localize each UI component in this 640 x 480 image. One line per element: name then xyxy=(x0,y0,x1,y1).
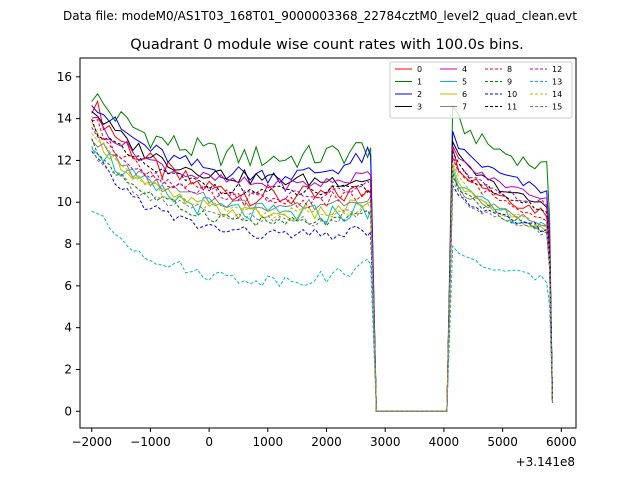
series-line-13 xyxy=(91,210,553,412)
legend-label-3: 3 xyxy=(417,103,422,112)
y-tick-label: 10 xyxy=(57,195,72,209)
series-line-1 xyxy=(91,92,553,412)
legend-label-14: 14 xyxy=(552,90,562,99)
series-line-14 xyxy=(91,132,553,412)
series-line-6 xyxy=(91,121,553,412)
y-tick-label: 8 xyxy=(64,237,72,251)
legend-label-7: 7 xyxy=(462,103,467,112)
y-axis: 0 2 4 6 8 10 12 14 16 xyxy=(57,70,80,418)
legend-label-0: 0 xyxy=(417,65,422,74)
x-offset-label: +3.141e8 xyxy=(516,455,575,469)
series-line-2 xyxy=(91,105,553,412)
y-tick-label: 16 xyxy=(57,70,72,84)
series-line-9 xyxy=(91,138,553,412)
x-tick-label: 0 xyxy=(205,435,213,449)
legend-label-2: 2 xyxy=(417,90,422,99)
y-tick-label: 0 xyxy=(64,404,72,418)
plot-area xyxy=(91,92,553,412)
legend-label-5: 5 xyxy=(462,78,467,87)
y-tick-label: 2 xyxy=(64,362,72,376)
x-tick-label: −1000 xyxy=(130,435,171,449)
series-line-5 xyxy=(91,148,553,412)
legend-label-10: 10 xyxy=(507,90,517,99)
y-tick-label: 6 xyxy=(64,279,72,293)
y-tick-label: 14 xyxy=(57,112,72,126)
chart-suptitle: Data file: modeM0/AS1T03_168T01_90000033… xyxy=(63,9,577,23)
y-tick-label: 12 xyxy=(57,153,72,167)
series-line-10 xyxy=(91,150,553,412)
x-axis: −2000 −1000 0 1000 2000 3000 4000 5000 6000 xyxy=(71,428,577,449)
series-line-3 xyxy=(91,111,553,412)
legend-label-13: 13 xyxy=(552,78,562,87)
legend-label-8: 8 xyxy=(507,65,512,74)
legend-label-1: 1 xyxy=(417,78,422,87)
x-tick-label: 3000 xyxy=(370,435,401,449)
series-line-15 xyxy=(91,146,553,412)
series-line-7 xyxy=(91,139,553,412)
chart-title: Quadrant 0 module wise count rates with … xyxy=(130,37,524,53)
legend-label-15: 15 xyxy=(552,103,562,112)
x-tick-label: −2000 xyxy=(71,435,112,449)
x-tick-label: 2000 xyxy=(311,435,342,449)
series-line-11 xyxy=(91,119,553,412)
series-line-12 xyxy=(91,127,553,412)
x-tick-label: 1000 xyxy=(253,435,284,449)
y-tick-label: 4 xyxy=(64,321,72,335)
series-line-8 xyxy=(91,119,553,412)
legend-box xyxy=(389,61,573,119)
x-tick-label: 5000 xyxy=(487,435,518,449)
series-line-0 xyxy=(91,99,553,412)
x-tick-label: 6000 xyxy=(546,435,577,449)
legend-label-6: 6 xyxy=(462,90,467,99)
x-tick-label: 4000 xyxy=(429,435,460,449)
legend-label-12: 12 xyxy=(552,65,562,74)
plot-frame xyxy=(79,57,577,429)
series-line-4 xyxy=(91,116,553,412)
legend-label-9: 9 xyxy=(507,78,512,87)
legend-label-11: 11 xyxy=(507,103,517,112)
legend-label-4: 4 xyxy=(462,65,467,74)
